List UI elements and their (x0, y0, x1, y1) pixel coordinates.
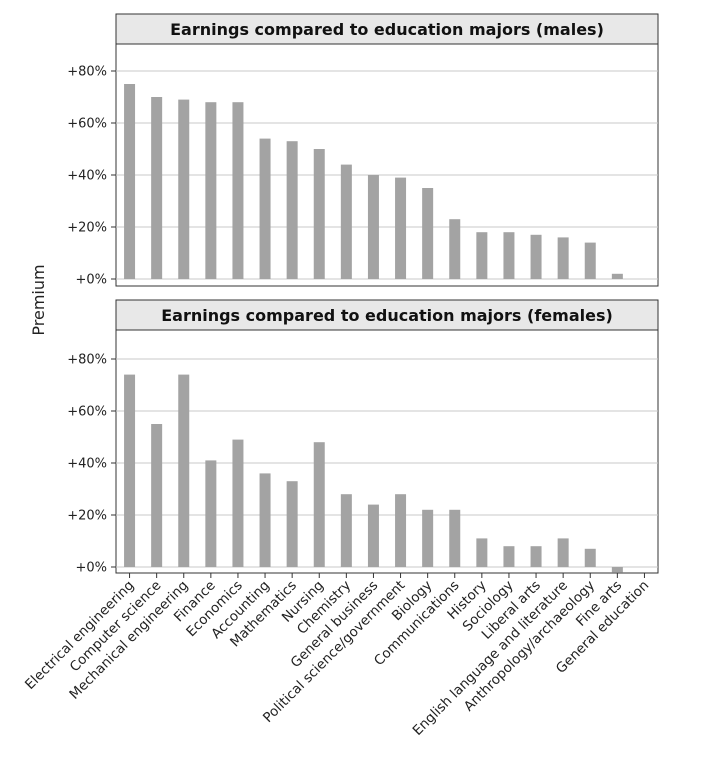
y-axis-females: +0% +20% +40% +60% +80% (67, 353, 116, 576)
bar (259, 138, 271, 279)
bar (286, 141, 298, 279)
panel-males: Earnings compared to education majors (m… (67, 13, 659, 288)
bar (584, 242, 596, 279)
bar (530, 546, 542, 567)
bar (205, 460, 217, 567)
y-axis-males: +0% +20% +40% +60% +80% (67, 65, 116, 288)
plot-area-females (115, 329, 659, 574)
y-tick-label: +80% (67, 353, 107, 368)
bar (395, 494, 407, 567)
bar (611, 273, 623, 279)
bar (422, 188, 434, 279)
y-tick-label: +60% (67, 405, 107, 420)
bar (367, 504, 379, 567)
bar (557, 538, 569, 567)
bar (313, 149, 325, 279)
y-tick-label: +60% (67, 117, 107, 132)
bar (151, 424, 163, 567)
bar (178, 99, 190, 279)
bar (124, 374, 136, 567)
bar (178, 374, 190, 567)
bar (151, 97, 163, 279)
panel-title-males: Earnings compared to education majors (m… (170, 20, 604, 39)
bar (584, 548, 596, 567)
y-axis-label: Premium (29, 264, 48, 335)
y-tick-label: +40% (67, 169, 107, 184)
panel-females: Earnings compared to education majors (f… (67, 299, 659, 576)
y-tick-label: +0% (75, 273, 107, 288)
panel-title-females: Earnings compared to education majors (f… (161, 306, 613, 325)
y-tick-label: +0% (75, 561, 107, 576)
bar (367, 175, 379, 279)
bars-females (124, 374, 623, 573)
bars-males (124, 84, 623, 279)
plot-area-males (115, 43, 659, 287)
x-tick-label: Electrical engineering (22, 578, 137, 693)
bar (611, 567, 623, 573)
bar (205, 102, 217, 279)
bar (340, 164, 352, 279)
bar (476, 538, 488, 567)
bar (476, 232, 488, 279)
bar (286, 481, 298, 567)
bar (124, 84, 136, 279)
y-tick-label: +20% (67, 221, 107, 236)
bar (530, 234, 542, 279)
bar (313, 442, 325, 567)
y-tick-label: +80% (67, 65, 107, 80)
bar (503, 546, 515, 567)
panel-header-females (115, 299, 659, 331)
bar (340, 494, 352, 567)
bar (449, 219, 461, 279)
bar (259, 473, 271, 567)
y-tick-label: +20% (67, 509, 107, 524)
bar (422, 509, 434, 567)
y-tick-label: +40% (67, 457, 107, 472)
bar (232, 439, 244, 567)
bar (395, 177, 407, 279)
bar (449, 509, 461, 567)
bar (557, 237, 569, 279)
panel-header-males (115, 13, 659, 45)
bar (232, 102, 244, 279)
bar (503, 232, 515, 279)
